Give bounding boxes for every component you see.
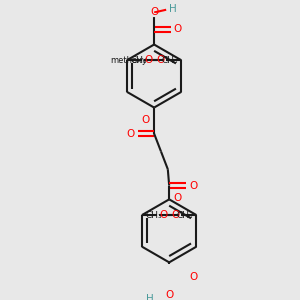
Text: O: O — [126, 129, 134, 139]
Text: O: O — [144, 55, 152, 65]
Text: H: H — [146, 293, 154, 300]
Text: CH₃: CH₃ — [176, 211, 193, 220]
Text: O: O — [159, 210, 167, 220]
Text: O: O — [142, 115, 150, 125]
Text: O: O — [156, 55, 164, 65]
Text: O: O — [150, 8, 158, 17]
Text: CH₃: CH₃ — [146, 211, 162, 220]
Text: O: O — [171, 210, 179, 220]
Text: CH₃: CH₃ — [130, 56, 147, 65]
Text: O: O — [173, 193, 181, 203]
Text: O: O — [165, 290, 173, 300]
Text: O: O — [189, 272, 197, 282]
Text: O: O — [189, 181, 197, 191]
Text: methoxy: methoxy — [110, 56, 147, 65]
Text: H: H — [169, 4, 177, 14]
Text: O: O — [174, 25, 182, 34]
Text: CH₃: CH₃ — [161, 56, 178, 65]
